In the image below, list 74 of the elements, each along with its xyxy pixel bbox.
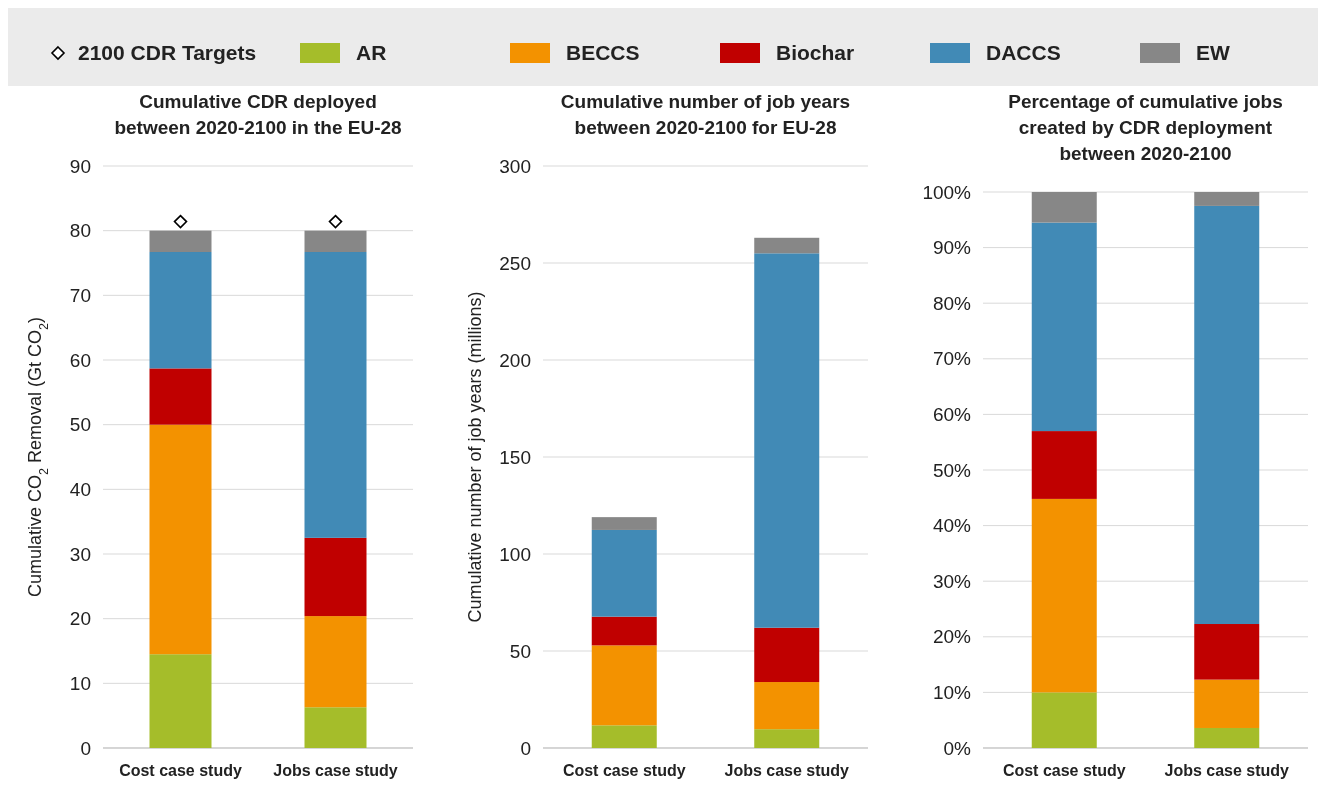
bar xyxy=(1194,727,1260,748)
legend-label: 2100 CDR Targets xyxy=(78,41,257,65)
bar xyxy=(304,707,367,748)
y-tick-label: 0 xyxy=(520,737,531,759)
y-tick-label: 250 xyxy=(499,252,531,274)
y-tick-label: 80 xyxy=(69,220,91,242)
y-tick-label: 10% xyxy=(932,682,972,704)
bar xyxy=(1031,692,1097,748)
bar xyxy=(149,368,212,425)
bar xyxy=(304,616,367,708)
x-tick-label: Cost case study xyxy=(1002,762,1126,779)
bar xyxy=(1194,624,1260,680)
bar xyxy=(754,253,820,628)
x-tick-label: Cost case study xyxy=(119,762,242,779)
y-tick-label: 30 xyxy=(69,543,91,565)
y-tick-label: 150 xyxy=(499,446,531,468)
bar xyxy=(591,725,657,748)
bar xyxy=(304,252,367,538)
y-tick-label: 90% xyxy=(932,237,972,259)
y-tick-label: 0% xyxy=(943,737,972,759)
y-tick-label: 40 xyxy=(69,478,91,500)
y-axis-title: Cumulative number of job years (millions) xyxy=(465,291,485,623)
bar xyxy=(591,616,657,646)
chart-title: Percentage of cumulative jobs created by CDR deployment between 2020-2100 xyxy=(1008,91,1283,164)
bar xyxy=(591,517,657,530)
legend-label: EW xyxy=(1196,41,1231,65)
y-tick-label: 70% xyxy=(932,348,972,370)
y-tick-label: 40% xyxy=(932,515,972,537)
legend-label: BECCS xyxy=(566,41,640,65)
y-tick-label: 60 xyxy=(69,349,91,371)
x-tick-label: Cost case study xyxy=(562,762,686,779)
bar xyxy=(754,729,820,748)
y-tick-label: 50% xyxy=(932,459,972,481)
bar xyxy=(1194,205,1260,625)
bar xyxy=(149,252,212,369)
legend-label: Biochar xyxy=(776,41,855,65)
bar xyxy=(1031,192,1097,223)
y-tick-label: 0 xyxy=(80,737,91,759)
chart-title: Cumulative number of job years between 2020-2100 for EU-28 xyxy=(560,91,851,138)
bar xyxy=(304,230,367,253)
y-tick-label: 100 xyxy=(499,543,531,565)
y-tick-label: 90 xyxy=(69,155,91,177)
y-tick-label: 10 xyxy=(69,672,91,694)
bar xyxy=(1031,222,1097,432)
y-tick-label: 60% xyxy=(932,404,972,426)
y-tick-label: 20% xyxy=(932,626,972,648)
bar xyxy=(149,424,212,655)
bar xyxy=(754,627,820,683)
bar xyxy=(1031,498,1097,693)
y-tick-label: 50 xyxy=(69,414,91,436)
chart-title: Cumulative CDR deployed between 2020-2100 in the EU-28 xyxy=(114,91,402,138)
y-tick-label: 300 xyxy=(499,155,531,177)
y-tick-label: 100% xyxy=(922,181,972,203)
y-tick-label: 200 xyxy=(499,349,531,371)
bar xyxy=(1194,679,1260,728)
bar xyxy=(591,645,657,726)
bar xyxy=(754,682,820,730)
y-tick-label: 20 xyxy=(69,608,91,630)
bar xyxy=(149,230,212,253)
x-tick-label: Jobs case study xyxy=(1164,762,1290,779)
y-tick-label: 50 xyxy=(509,640,531,662)
bar xyxy=(304,537,367,617)
bar xyxy=(754,237,820,254)
bar xyxy=(1031,431,1097,499)
y-tick-label: 80% xyxy=(932,292,972,314)
bar xyxy=(591,529,657,617)
y-tick-label: 70 xyxy=(69,284,91,306)
y-tick-label: 30% xyxy=(932,570,972,592)
x-tick-label: Jobs case study xyxy=(724,762,850,779)
legend-label: AR xyxy=(356,41,387,65)
legend-label: DACCS xyxy=(986,41,1061,65)
bar xyxy=(1194,192,1260,206)
bar xyxy=(149,654,212,748)
x-tick-label: Jobs case study xyxy=(273,762,398,779)
